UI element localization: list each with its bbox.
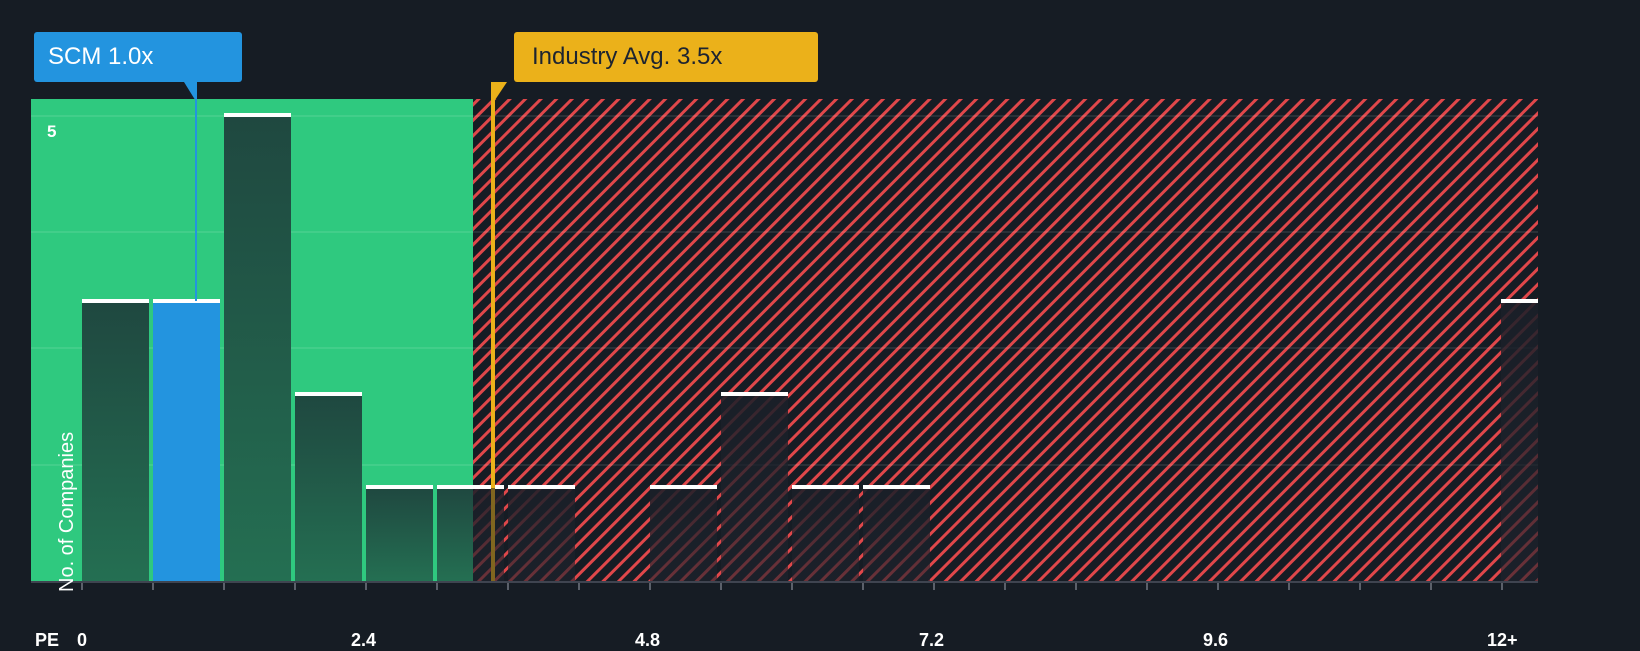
bar-cap — [721, 392, 788, 396]
histogram-bar — [437, 485, 504, 581]
bar-cap — [1501, 299, 1538, 303]
x-tick-label: 9.6 — [1203, 630, 1229, 650]
x-axis-prefix: PE — [35, 630, 60, 650]
histogram-bar — [721, 392, 788, 581]
y-tick-5: 5 — [47, 122, 57, 141]
overvalued-zone — [473, 99, 1538, 581]
company-bar — [153, 299, 220, 581]
marker-lines — [184, 82, 507, 581]
x-tick-label: 4.8 — [635, 630, 661, 650]
x-axis — [31, 581, 1538, 590]
bar-cap — [508, 485, 575, 489]
industry-callout-pointer — [491, 82, 507, 106]
x-tick-label: 0 — [77, 630, 88, 650]
y-axis-label: No. of Companies — [56, 431, 78, 592]
histogram-bar — [82, 299, 149, 581]
bar-cap — [792, 485, 859, 489]
company-pe-label: SCM 1.0x — [48, 43, 154, 70]
x-tick-label: 12+ — [1487, 630, 1518, 650]
bar-cap — [82, 299, 149, 303]
histogram-bar — [366, 485, 433, 581]
company-callout-pointer — [184, 82, 197, 103]
bar-cap — [153, 299, 220, 303]
bar-cap — [437, 485, 504, 489]
x-tick-label: 2.4 — [351, 630, 377, 650]
bar-cap — [224, 113, 291, 117]
bar-cap — [295, 392, 362, 396]
histogram-bar — [508, 485, 575, 581]
histogram-bar — [1501, 299, 1538, 581]
histogram-bar — [295, 392, 362, 581]
histogram-bar — [792, 485, 859, 581]
industry-avg-label: Industry Avg. 3.5x — [532, 43, 723, 70]
histogram-bar — [224, 113, 291, 581]
bar-cap — [863, 485, 930, 489]
x-tick-label: 7.2 — [919, 630, 945, 650]
bar-cap — [366, 485, 433, 489]
histogram-bar — [863, 485, 930, 581]
industry-marker-line — [491, 82, 495, 581]
histogram-bars — [82, 113, 1538, 581]
company-pe-callout: SCM 1.0x — [34, 32, 242, 82]
histogram-bar — [650, 485, 717, 581]
industry-avg-callout: Industry Avg. 3.5x — [514, 32, 818, 82]
bar-cap — [650, 485, 717, 489]
